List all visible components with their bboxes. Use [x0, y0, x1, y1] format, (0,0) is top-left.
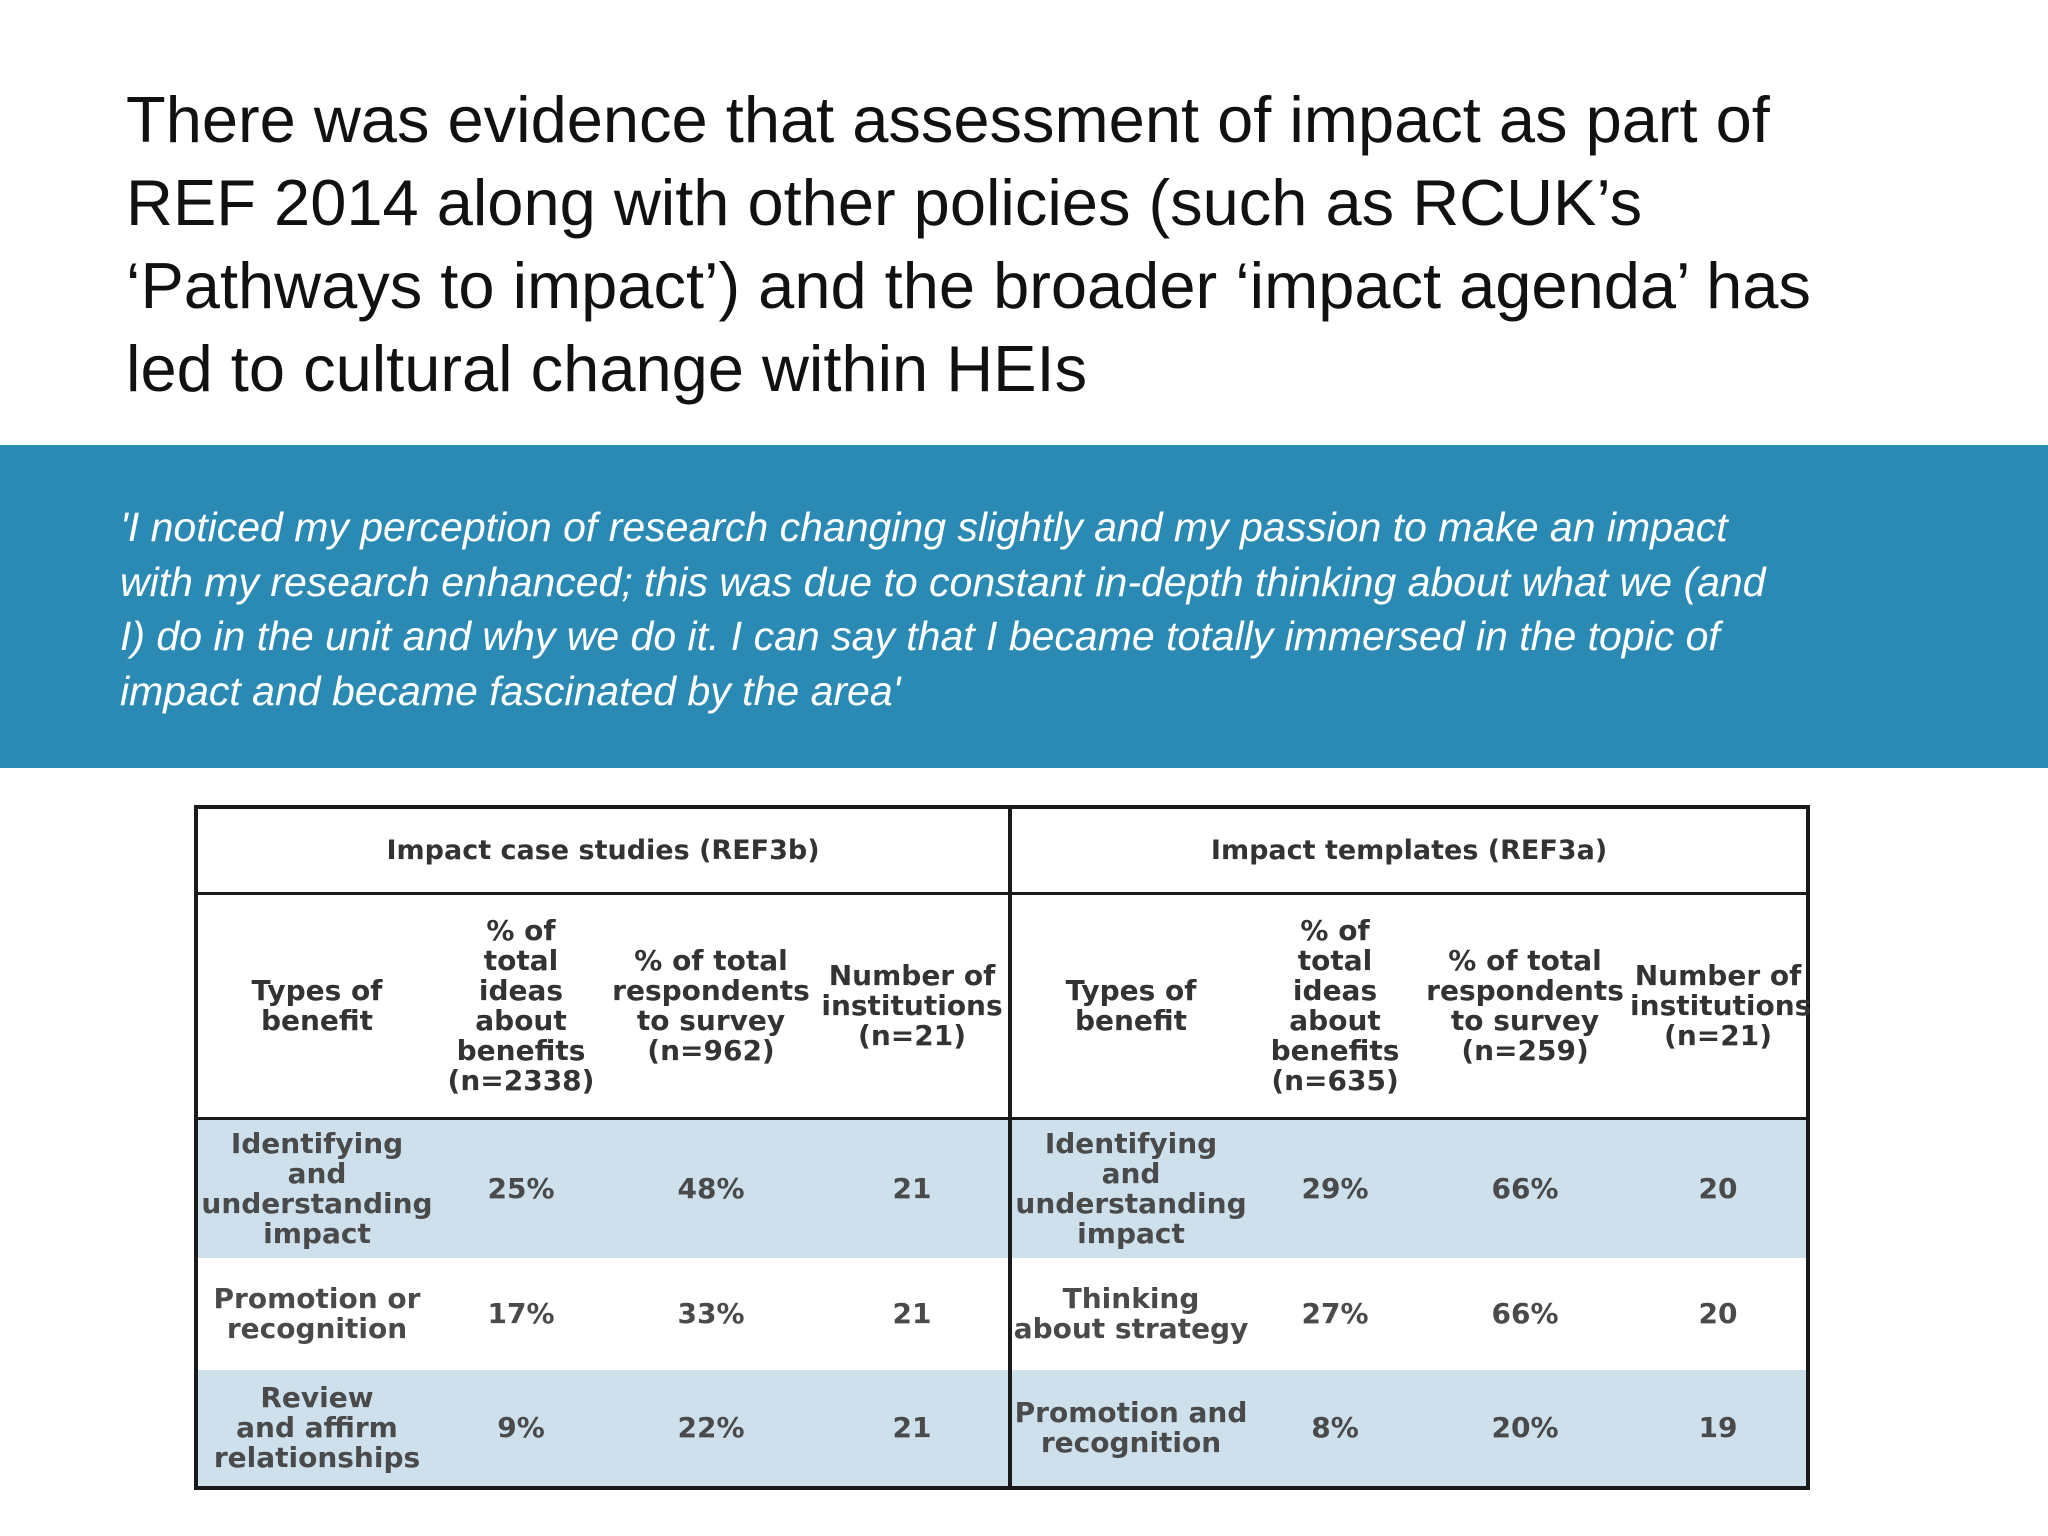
table-cell: 20 [1698, 1297, 1738, 1330]
column-header: Number of institutions (n=21) [1630, 893, 1811, 1120]
table-cell: 21 [816, 1258, 1013, 1370]
group-header-templates: Impact templates (REF3a) [1010, 807, 1809, 895]
column-header: Types of benefit [1010, 893, 1251, 1120]
column-header: % of total respondents to survey (n=259) [1420, 893, 1631, 1120]
participant-quote: 'I noticed my perception of research cha… [120, 504, 1766, 714]
table-row: Identifying and understanding impact 25%… [196, 1118, 1809, 1258]
table-cell: 21 [816, 1370, 1013, 1488]
table-cell: Review and affirm relationships [196, 1370, 436, 1488]
table-cell: Promotion or recognition [213, 1282, 421, 1345]
group-header-case-studies: Impact case studies (REF3b) [196, 807, 1013, 895]
slide-headline: There was evidence that assessment of im… [126, 83, 1811, 405]
table-cell: 27% [1301, 1297, 1369, 1330]
table-cell: 20 [1630, 1118, 1809, 1258]
table-cell: 33% [677, 1297, 745, 1330]
table-cell: Identifying and understanding impact [196, 1118, 436, 1258]
table-column-header-row: Types of benefit % of total ideas about … [196, 893, 1811, 1120]
benefits-table: Impact case studies (REF3b) Impact templ… [194, 805, 1811, 1490]
table-cell: 22% [606, 1370, 816, 1488]
table-cell: 19 [1630, 1370, 1809, 1488]
quote-banner: 'I noticed my perception of research cha… [0, 445, 2048, 768]
table-row: Promotion or recognition 17% 33% 21 Thin… [196, 1258, 1808, 1370]
table-cell: 17% [487, 1297, 555, 1330]
table-cell: 8% [1250, 1370, 1421, 1488]
table-cell: 20% [1420, 1370, 1631, 1488]
table-cell: 9% [436, 1370, 606, 1488]
column-header: % of total ideas about benefits (n=2338) [436, 893, 606, 1120]
table-group-header-row: Impact case studies (REF3b) Impact templ… [196, 807, 1809, 895]
table-row: Review and affirm relationships 9% 22% 2… [196, 1370, 1809, 1488]
column-header: % of total respondents to survey (n=962) [606, 893, 816, 1120]
table-cell: Promotion and recognition [1010, 1370, 1251, 1488]
table-cell: 25% [436, 1118, 606, 1258]
table-cell: 66% [1491, 1297, 1559, 1330]
table-cell: Identifying and understanding impact [1010, 1118, 1251, 1258]
table-cell: 21 [816, 1118, 1013, 1258]
column-header: Number of institutions (n=21) [816, 893, 1013, 1120]
table-cell: 66% [1420, 1118, 1631, 1258]
column-header: Types of benefit [196, 893, 436, 1120]
table-cell: 29% [1250, 1118, 1421, 1258]
table-cell: 48% [606, 1118, 816, 1258]
column-header: % of total ideas about benefits (n=635) [1250, 893, 1421, 1120]
table-cell: Thinking about strategy [1013, 1282, 1249, 1345]
